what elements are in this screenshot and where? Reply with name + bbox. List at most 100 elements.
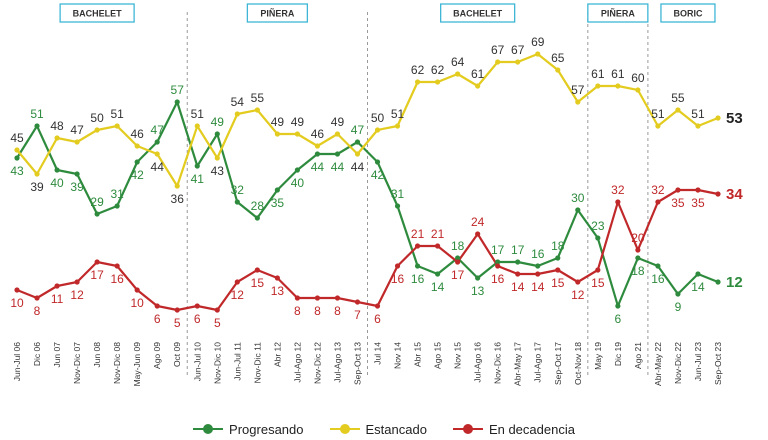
data-label-en-decadencia: 12: [571, 288, 585, 302]
data-label-en-decadencia: 21: [431, 227, 445, 241]
period-label: BACHELET: [453, 9, 503, 19]
data-label-progresando: 16: [531, 247, 545, 261]
data-label-progresando: 57: [171, 83, 185, 97]
data-point-estancado: [414, 79, 421, 85]
data-point-en-decadencia: [455, 259, 461, 265]
data-label-en-decadencia: 8: [294, 304, 301, 318]
data-label-estancado: 46: [311, 127, 325, 141]
x-tick-label: Sep-Oct 23: [713, 342, 723, 385]
data-point-en-decadencia: [94, 259, 100, 265]
data-label-en-decadencia: 16: [391, 272, 405, 286]
data-label-progresando: 13: [471, 284, 485, 298]
data-point-progresando: [254, 215, 260, 221]
data-label-en-decadencia: 13: [271, 284, 285, 298]
data-label-en-decadencia: 24: [471, 215, 485, 229]
data-label-progresando: 9: [675, 300, 682, 314]
x-tick-label: Sep-Oct 13: [352, 342, 362, 385]
data-point-progresando: [515, 259, 521, 265]
data-point-progresando: [555, 255, 561, 261]
data-label-en-decadencia: 11: [51, 292, 64, 306]
data-label-en-decadencia: 15: [551, 276, 565, 290]
data-label-en-decadencia: 6: [374, 312, 381, 326]
data-label-en-decadencia: 12: [70, 288, 84, 302]
x-tick-label: Oct-Nov 18: [573, 342, 583, 385]
x-tick-label: Nov 15: [453, 342, 463, 369]
x-tick-label: Nov-Dic 22: [673, 342, 683, 384]
data-point-estancado: [234, 111, 240, 117]
data-point-en-decadencia: [214, 307, 220, 313]
legend-label-estancado: Estancado: [365, 421, 427, 437]
data-point-estancado: [114, 123, 120, 129]
data-point-en-decadencia: [174, 307, 180, 313]
data-point-en-decadencia: [475, 231, 481, 237]
series-line-progresando: [16, 100, 719, 308]
data-point-progresando: [34, 123, 40, 129]
data-point-estancado: [675, 107, 681, 113]
data-point-estancado: [455, 71, 461, 77]
data-point-progresando: [374, 159, 381, 165]
data-label-en-decadencia: 8: [334, 304, 341, 318]
data-point-estancado: [94, 127, 100, 133]
data-label-en-decadencia: 6: [194, 312, 201, 326]
x-tick-label: Nov-Dic 08: [112, 342, 122, 384]
data-label-progresando: 6: [615, 312, 622, 326]
x-tick-label: Nov-Dic 07: [72, 342, 82, 384]
data-point-estancado: [374, 127, 381, 133]
data-label-progresando: 42: [130, 168, 144, 182]
data-label-progresando: 16: [411, 272, 425, 286]
data-label-estancado: 53: [726, 110, 743, 127]
x-tick-label: Abr 12: [272, 342, 282, 367]
data-point-estancado: [695, 123, 701, 129]
legend-label-en-decadencia: En decadencia: [488, 421, 575, 437]
data-label-estancado: 55: [251, 91, 265, 105]
data-label-estancado: 51: [391, 107, 405, 121]
period-label: PIÑERA: [260, 9, 295, 19]
period-badge: [587, 3, 649, 23]
period-badge: [440, 3, 516, 23]
data-label-en-decadencia: 15: [251, 276, 265, 290]
data-label-progresando: 44: [311, 160, 325, 174]
data-label-estancado: 43: [211, 164, 225, 178]
x-tick-label: Abr-May 17: [513, 342, 523, 386]
data-label-progresando: 18: [631, 264, 645, 278]
data-label-en-decadencia: 35: [691, 196, 705, 210]
data-point-estancado: [74, 139, 80, 145]
legend-label-progresando: Progresando: [229, 421, 304, 437]
data-label-progresando: 16: [651, 272, 665, 286]
data-point-en-decadencia: [695, 187, 701, 193]
x-tick-label: Jun-Jul 23: [693, 342, 703, 381]
data-point-estancado: [254, 107, 260, 113]
data-point-estancado: [14, 147, 20, 153]
period-label: BACHELET: [73, 9, 123, 19]
x-tick-label: Jun-Jul 06: [12, 342, 22, 381]
x-tick-label: Jun 07: [52, 342, 62, 368]
data-label-progresando: 29: [90, 195, 104, 209]
data-point-progresando: [194, 163, 200, 169]
x-tick-label: May 19: [593, 342, 603, 370]
data-label-progresando: 18: [551, 239, 565, 253]
data-label-estancado: 67: [491, 43, 505, 57]
period-label: BORIC: [673, 9, 703, 19]
data-point-estancado: [194, 123, 200, 129]
data-label-progresando: 42: [371, 168, 385, 182]
data-label-estancado: 49: [291, 115, 305, 129]
data-label-en-decadencia: 6: [154, 312, 161, 326]
data-label-estancado: 47: [70, 123, 84, 137]
data-point-progresando: [354, 139, 361, 145]
data-point-en-decadencia: [394, 263, 401, 269]
data-label-estancado: 36: [171, 192, 185, 206]
data-label-estancado: 49: [271, 115, 285, 129]
data-label-estancado: 61: [471, 67, 485, 81]
data-label-estancado: 44: [351, 160, 365, 174]
data-label-estancado: 60: [631, 71, 645, 85]
data-point-en-decadencia: [414, 243, 421, 249]
data-point-progresando: [715, 279, 721, 285]
data-label-en-decadencia: 12: [231, 288, 245, 302]
data-point-en-decadencia: [555, 267, 561, 273]
data-point-progresando: [334, 151, 341, 157]
data-point-estancado: [715, 115, 721, 121]
data-point-progresando: [414, 263, 421, 269]
data-label-estancado: 57: [571, 83, 585, 97]
x-tick-label: Abr 15: [413, 342, 423, 367]
x-tick-label: Jun-Jul 11: [232, 342, 242, 381]
